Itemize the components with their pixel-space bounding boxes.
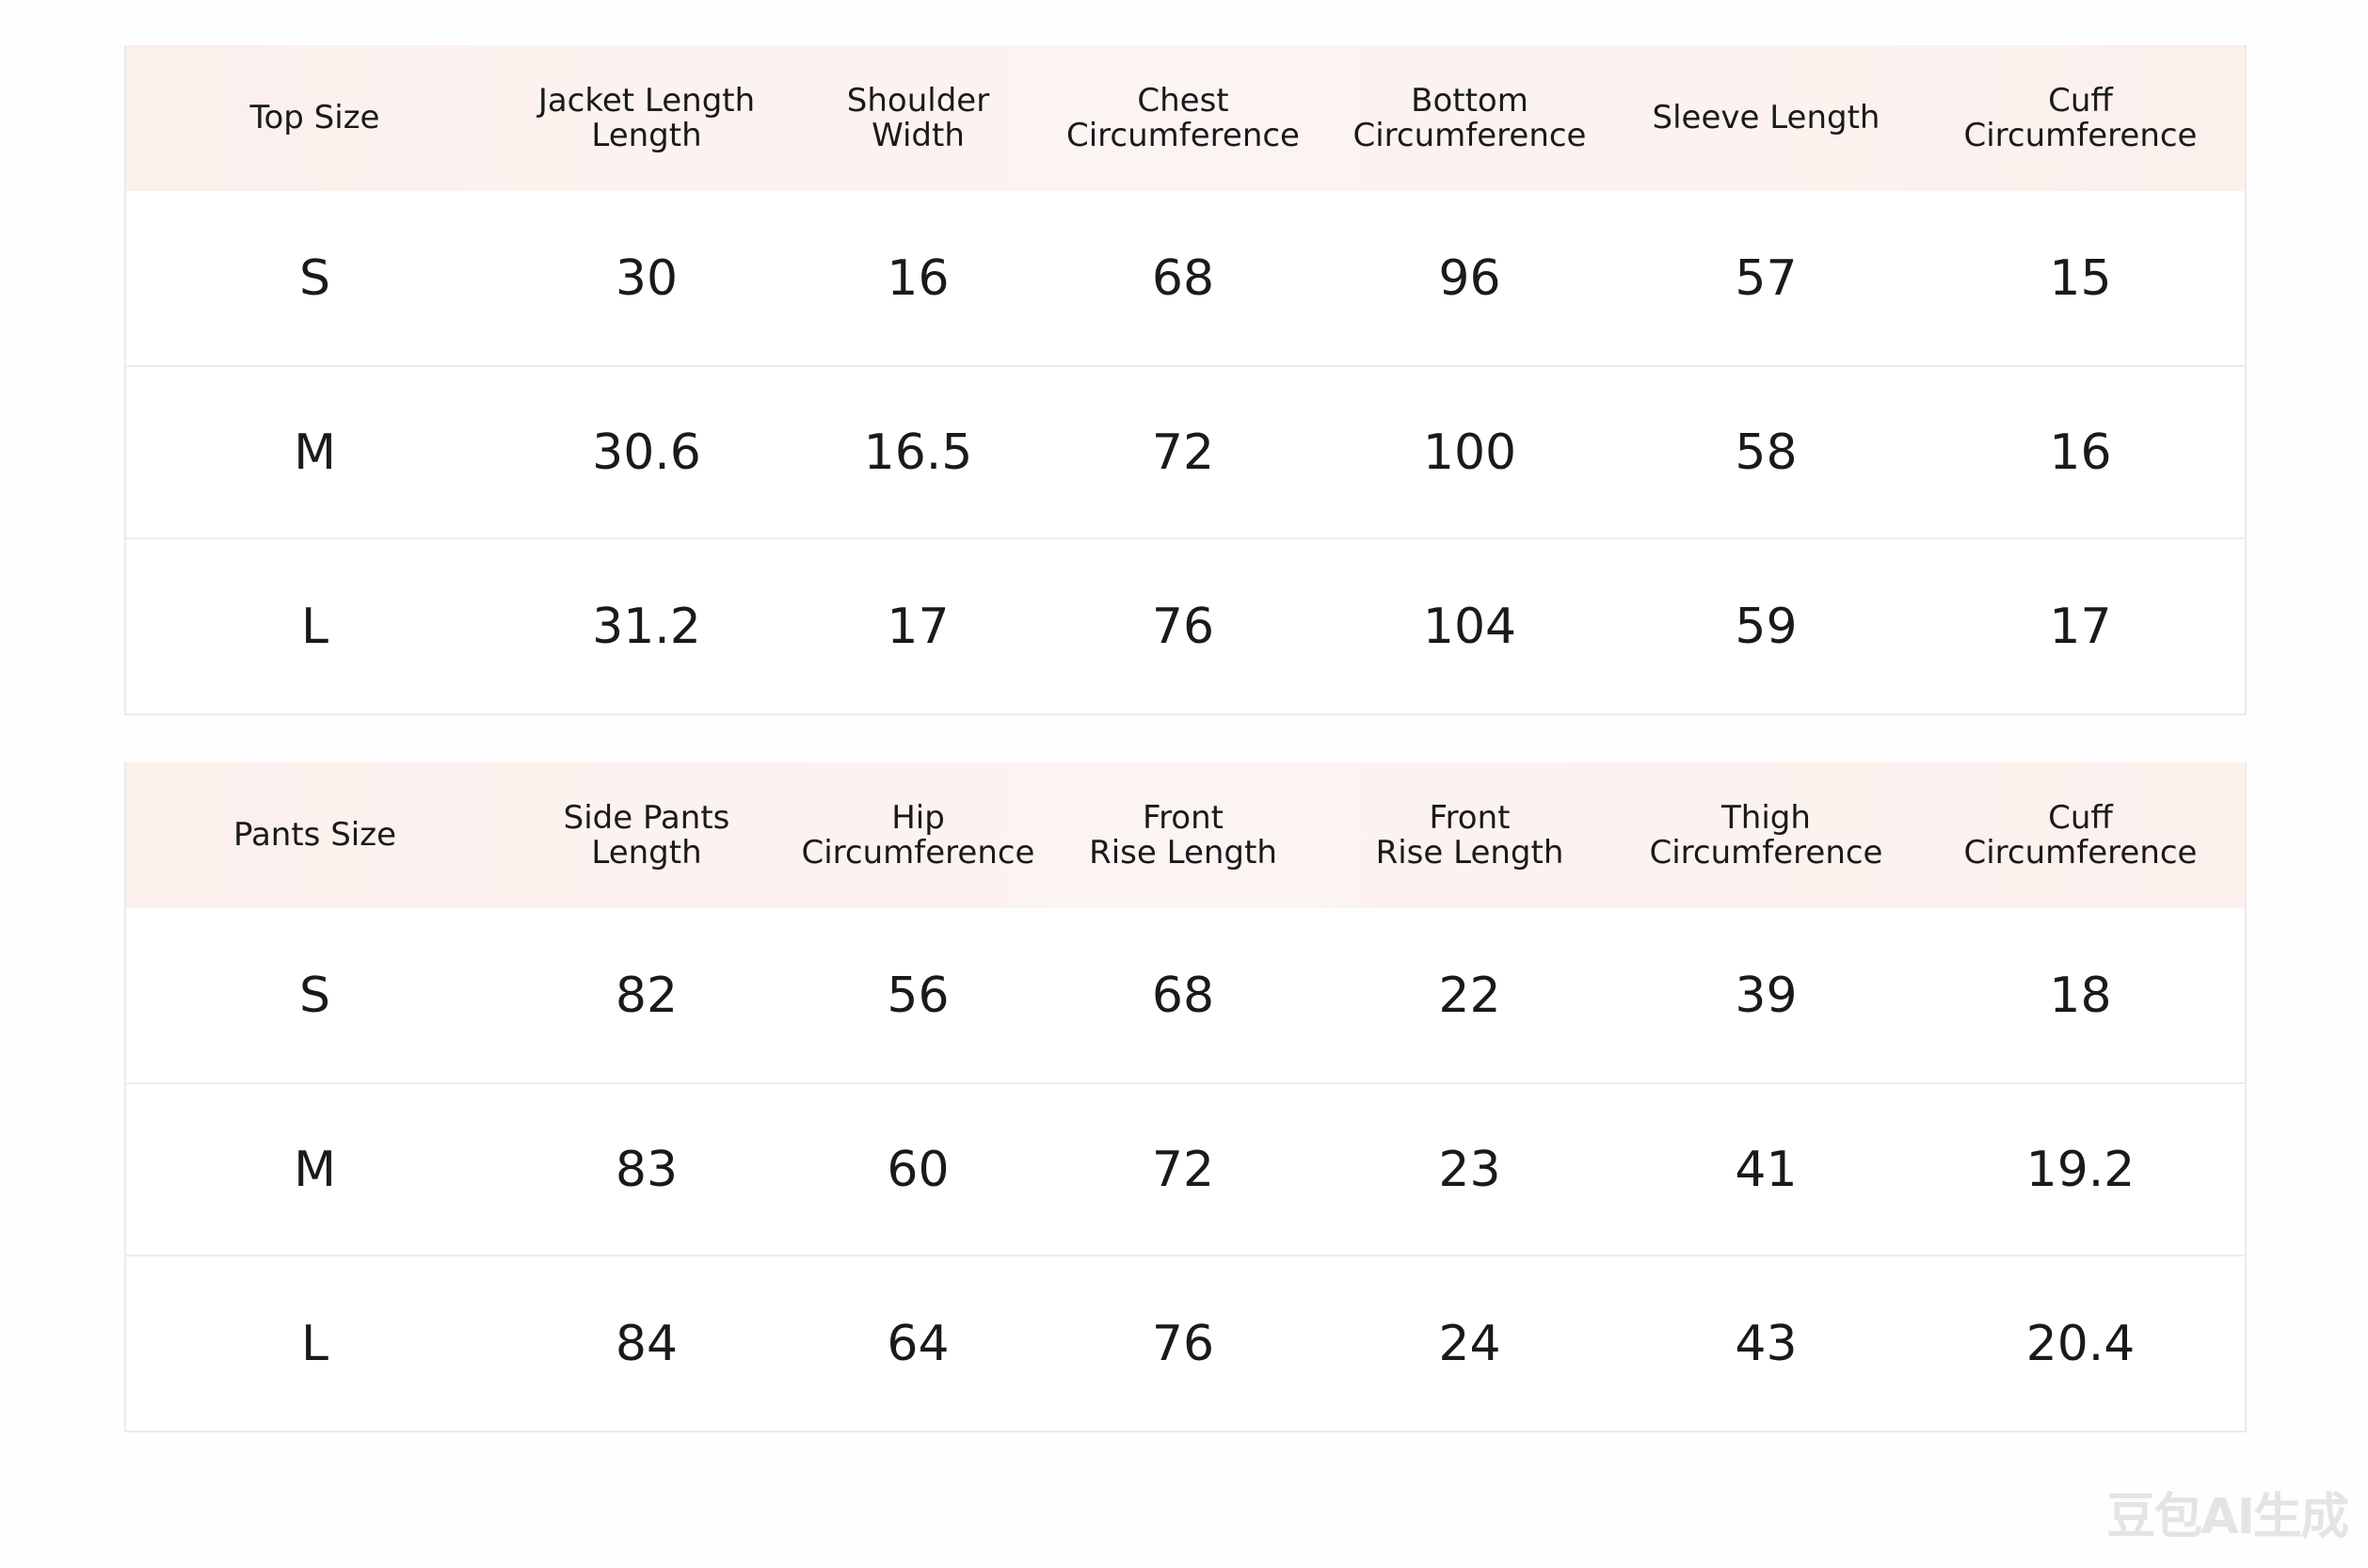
header-cell: Sleeve Length	[1652, 99, 1880, 136]
table-cell: 100	[1422, 424, 1517, 481]
header-cell: Bottom Circumference	[1352, 81, 1587, 154]
table-cell: 16	[887, 249, 950, 307]
table-row: L 31.2 17 76 104 59 17	[126, 539, 2245, 713]
table-cell: 83	[615, 1141, 679, 1198]
header-cell: Shoulder Width	[846, 81, 990, 154]
table-cell: 30	[615, 249, 679, 307]
table-cell: 56	[887, 967, 950, 1024]
header-cell: Front Rise Length	[1089, 798, 1277, 872]
header-cell: Jacket Length Length	[537, 81, 756, 154]
table-cell: 84	[615, 1315, 679, 1372]
header-row: Top Size Jacket Length Length Shoulder Wid…	[126, 45, 2245, 191]
table-cell: L	[301, 598, 328, 655]
header-cell: Top Size	[249, 99, 380, 136]
table-cell: 104	[1422, 598, 1517, 655]
table-cell: M	[294, 424, 336, 481]
table-cell: 76	[1151, 1315, 1215, 1372]
table-cell: 72	[1151, 424, 1215, 481]
table-row: M 83 60 72 23 41 19.2	[126, 1084, 2245, 1256]
header-cell: Front Rise Length	[1375, 798, 1564, 872]
table-cell: 20.4	[2025, 1315, 2136, 1372]
table-cell: 82	[615, 967, 679, 1024]
table-cell: 68	[1151, 249, 1215, 307]
table-cell: 72	[1151, 1141, 1215, 1198]
table-cell: 30.6	[592, 424, 701, 481]
table-cell: 15	[2049, 249, 2112, 307]
table-cell: S	[298, 967, 330, 1024]
header-cell: Pants Size	[232, 816, 396, 854]
table-cell: 64	[887, 1315, 950, 1372]
table-cell: 57	[1735, 249, 1798, 307]
table-cell: M	[294, 1141, 336, 1198]
table-row: L 84 64 76 24 43 20.4	[126, 1256, 2245, 1431]
table-cell: 17	[2049, 598, 2112, 655]
table-cell: 17	[887, 598, 950, 655]
table-cell: S	[298, 249, 330, 307]
table-cell: 23	[1438, 1141, 1501, 1198]
header-cell: Hip Circumference	[801, 798, 1035, 872]
table-cell: 18	[2049, 967, 2112, 1024]
table-cell: 59	[1735, 598, 1798, 655]
header-cell: Side Pants Length	[563, 798, 730, 872]
table-cell: 16	[2049, 424, 2112, 481]
table-cell: 22	[1438, 967, 1501, 1024]
header-cell: Chest Circumference	[1066, 81, 1300, 154]
header-cell: Cuff Circumference	[1963, 798, 2198, 872]
table-cell: 68	[1151, 967, 1215, 1024]
table-cell: L	[301, 1315, 328, 1372]
table-row: S 30 16 68 96 57 15	[126, 191, 2245, 367]
table-cell: 39	[1735, 967, 1798, 1024]
header-cell: Thigh Circumference	[1649, 798, 1883, 872]
header-cell: Cuff Circumference	[1963, 81, 2198, 154]
table-cell: 43	[1735, 1315, 1798, 1372]
table-cell: 58	[1735, 424, 1798, 481]
table-row: M 30.6 16.5 72 100 58 16	[126, 367, 2245, 539]
table-cell: 60	[887, 1141, 950, 1198]
table-cell: 19.2	[2025, 1141, 2136, 1198]
size-table: Top Size Jacket Length Length Shoulder Wid…	[124, 45, 2247, 715]
table-row: S 82 56 68 22 39 18	[126, 908, 2245, 1084]
table-cell: 24	[1438, 1315, 1501, 1372]
table-cell: 31.2	[592, 598, 701, 655]
size-table: Pants Size Side Pants Length Hip Circumfer…	[124, 762, 2247, 1432]
table-cell: 41	[1735, 1141, 1798, 1198]
table-cell: 96	[1438, 249, 1501, 307]
watermark: 豆包AI生成	[2106, 1489, 2349, 1545]
table-cell: 16.5	[863, 424, 973, 481]
table-cell: 76	[1151, 598, 1215, 655]
header-row: Pants Size Side Pants Length Hip Circumfer…	[126, 762, 2245, 908]
